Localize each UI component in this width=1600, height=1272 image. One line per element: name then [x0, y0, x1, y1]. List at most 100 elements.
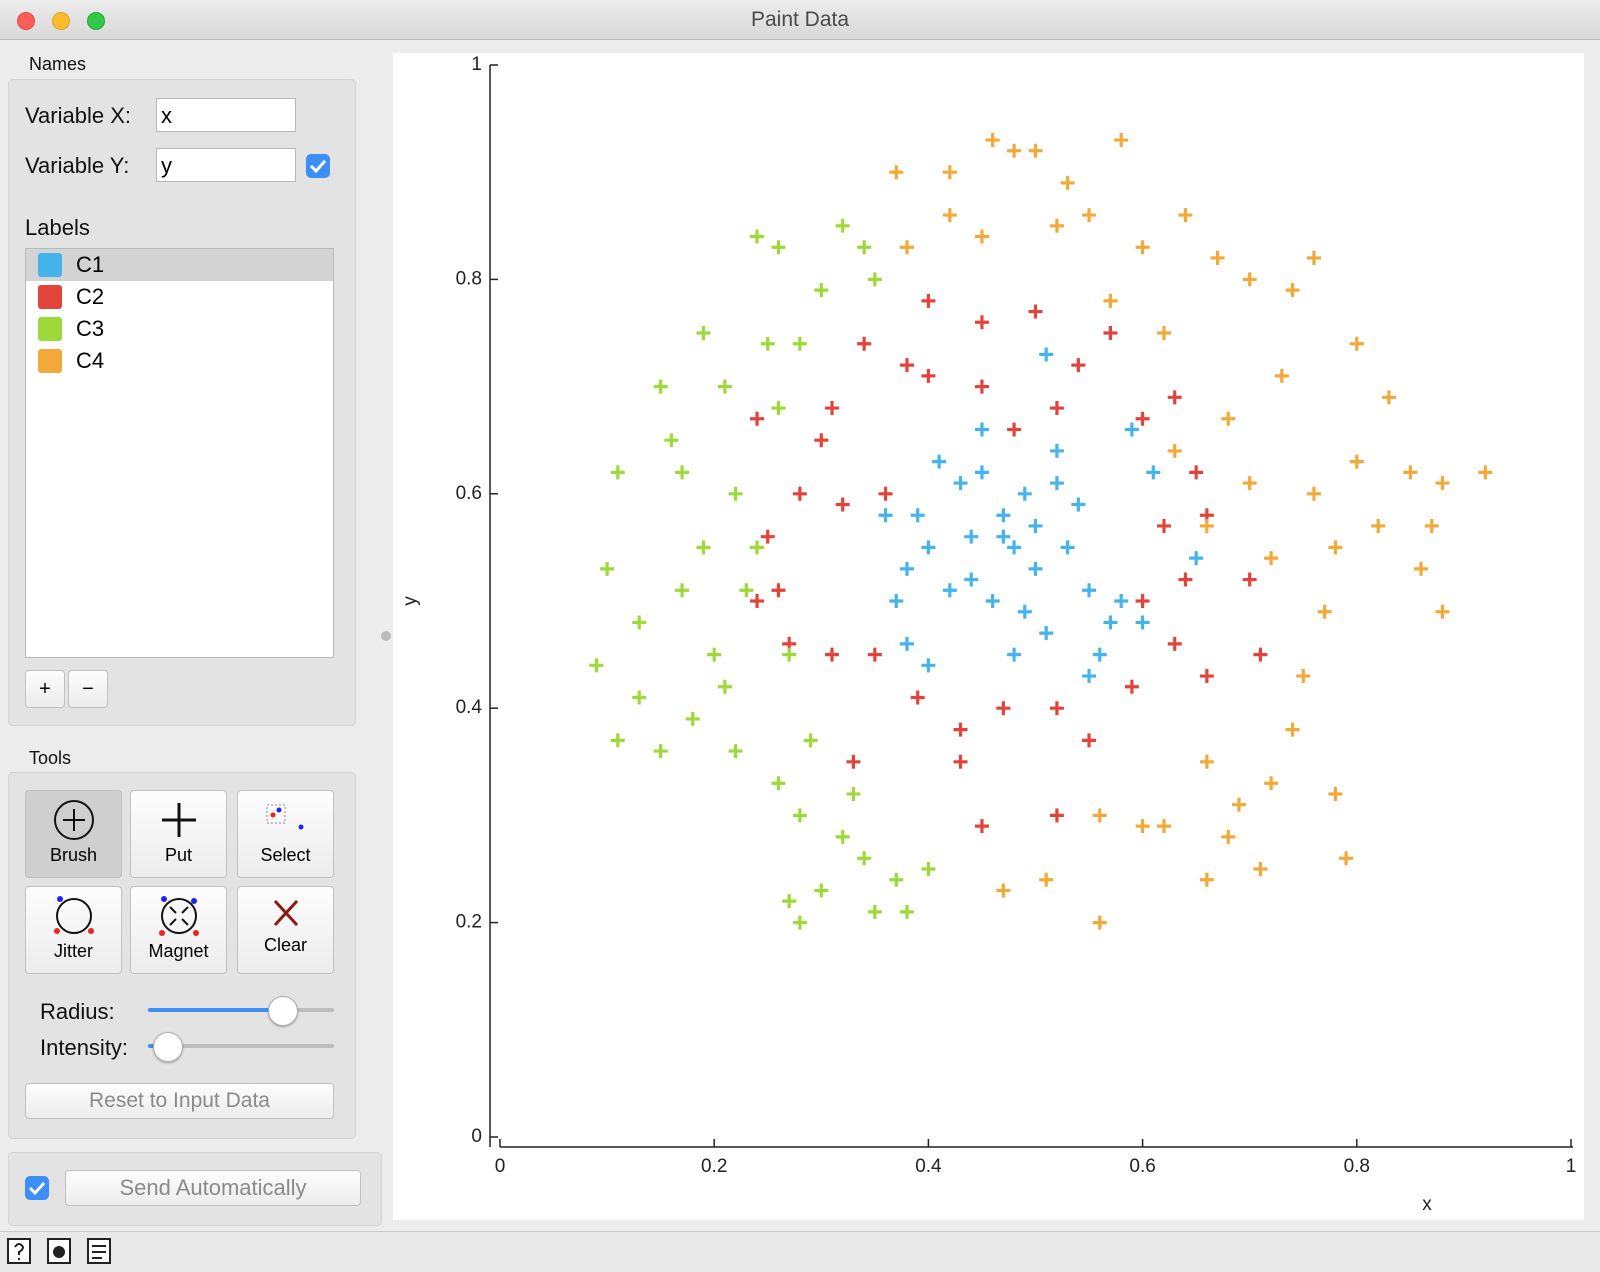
point [1082, 733, 1097, 748]
point [1135, 240, 1150, 255]
point [953, 476, 968, 491]
title-bar: Paint Data [0, 0, 1600, 40]
tool-button[interactable]: Put [130, 790, 227, 878]
point [1082, 583, 1097, 598]
point [825, 647, 840, 662]
point [1007, 143, 1022, 158]
tool-button[interactable]: Select [237, 790, 334, 878]
y-axis-label: y [400, 596, 421, 606]
point [974, 229, 989, 244]
point [1189, 551, 1204, 566]
checkbox[interactable] [25, 1176, 49, 1200]
point [1146, 465, 1161, 480]
tool-button[interactable]: Magnet [130, 886, 227, 974]
text-input[interactable]: x [156, 98, 296, 132]
minimize-button[interactable] [52, 12, 70, 30]
point [825, 401, 840, 416]
point [1339, 851, 1354, 866]
point [717, 379, 732, 394]
point [1199, 669, 1214, 684]
point [974, 315, 989, 330]
point [921, 862, 936, 876]
point [1114, 133, 1129, 148]
point [910, 690, 925, 705]
tool-button[interactable]: Jitter [25, 886, 122, 974]
point [632, 690, 647, 705]
point [964, 529, 979, 544]
point [1007, 540, 1022, 555]
select-icon [266, 804, 303, 830]
point [1381, 390, 1396, 405]
point [1306, 250, 1321, 265]
intensity-slider[interactable] [152, 1032, 183, 1062]
point [792, 808, 807, 823]
point [675, 583, 690, 598]
point [1049, 443, 1064, 458]
point [1371, 518, 1386, 533]
point [610, 465, 625, 480]
point [1199, 754, 1214, 769]
point [1199, 518, 1214, 533]
add-button[interactable]: + [25, 670, 65, 708]
point [1242, 272, 1257, 287]
point [1167, 390, 1182, 405]
point [1135, 594, 1150, 608]
point [739, 583, 754, 598]
label-item[interactable]: C4 [26, 345, 333, 377]
point [1306, 486, 1321, 501]
point [953, 754, 968, 769]
point [1178, 208, 1193, 223]
radius-slider[interactable] [267, 996, 298, 1026]
splitter-handle[interactable] [381, 631, 391, 641]
y-tick-label: 0.4 [456, 697, 483, 718]
tool-label: Put [164, 845, 193, 865]
point [1071, 358, 1086, 373]
point [717, 679, 732, 694]
point [1199, 872, 1214, 887]
tool-button[interactable]: Clear [237, 886, 334, 974]
point [771, 583, 786, 598]
tool-button[interactable]: Brush [25, 790, 122, 878]
point [1189, 465, 1204, 480]
tool-label: Select [260, 845, 311, 865]
point [1060, 175, 1075, 190]
point [1082, 669, 1097, 684]
point [760, 336, 775, 351]
point [814, 283, 829, 298]
point [867, 272, 882, 287]
label-item[interactable]: C1 [26, 249, 333, 281]
point [1349, 454, 1364, 469]
label-item[interactable]: C3 [26, 313, 333, 345]
point [910, 508, 925, 523]
point [846, 754, 861, 769]
x-axis-label: x [1422, 1194, 1432, 1215]
point [1210, 250, 1225, 265]
point [867, 904, 882, 919]
point [1242, 476, 1257, 491]
put-icon [161, 803, 196, 837]
point [1135, 819, 1150, 834]
label-item[interactable]: C2 [26, 281, 333, 313]
point [696, 540, 711, 555]
point [1039, 872, 1054, 887]
scatter-plot: x y 0 0.2 0.4 0.6 0.8 1 0 0.2 0.4 0.6 0.8 1 [393, 53, 1584, 1220]
point [974, 819, 989, 834]
point [750, 229, 765, 244]
point [1253, 862, 1268, 876]
x-tick-label: 0.8 [1344, 1156, 1370, 1177]
point [857, 851, 872, 866]
send-button[interactable]: Send Automatically [65, 1170, 361, 1206]
point [1017, 486, 1032, 501]
close-button[interactable] [17, 12, 35, 30]
reset-button[interactable]: Reset to Input Data [25, 1083, 334, 1119]
text-input[interactable]: y [156, 148, 296, 182]
point [1028, 143, 1043, 158]
remove-button[interactable]: − [68, 670, 108, 708]
zoom-button[interactable] [87, 12, 105, 30]
point [1414, 561, 1429, 576]
point [610, 733, 625, 748]
point [1157, 819, 1172, 834]
checkbox[interactable] [306, 154, 330, 178]
tool-label: Brush [49, 845, 98, 865]
point [771, 401, 786, 416]
